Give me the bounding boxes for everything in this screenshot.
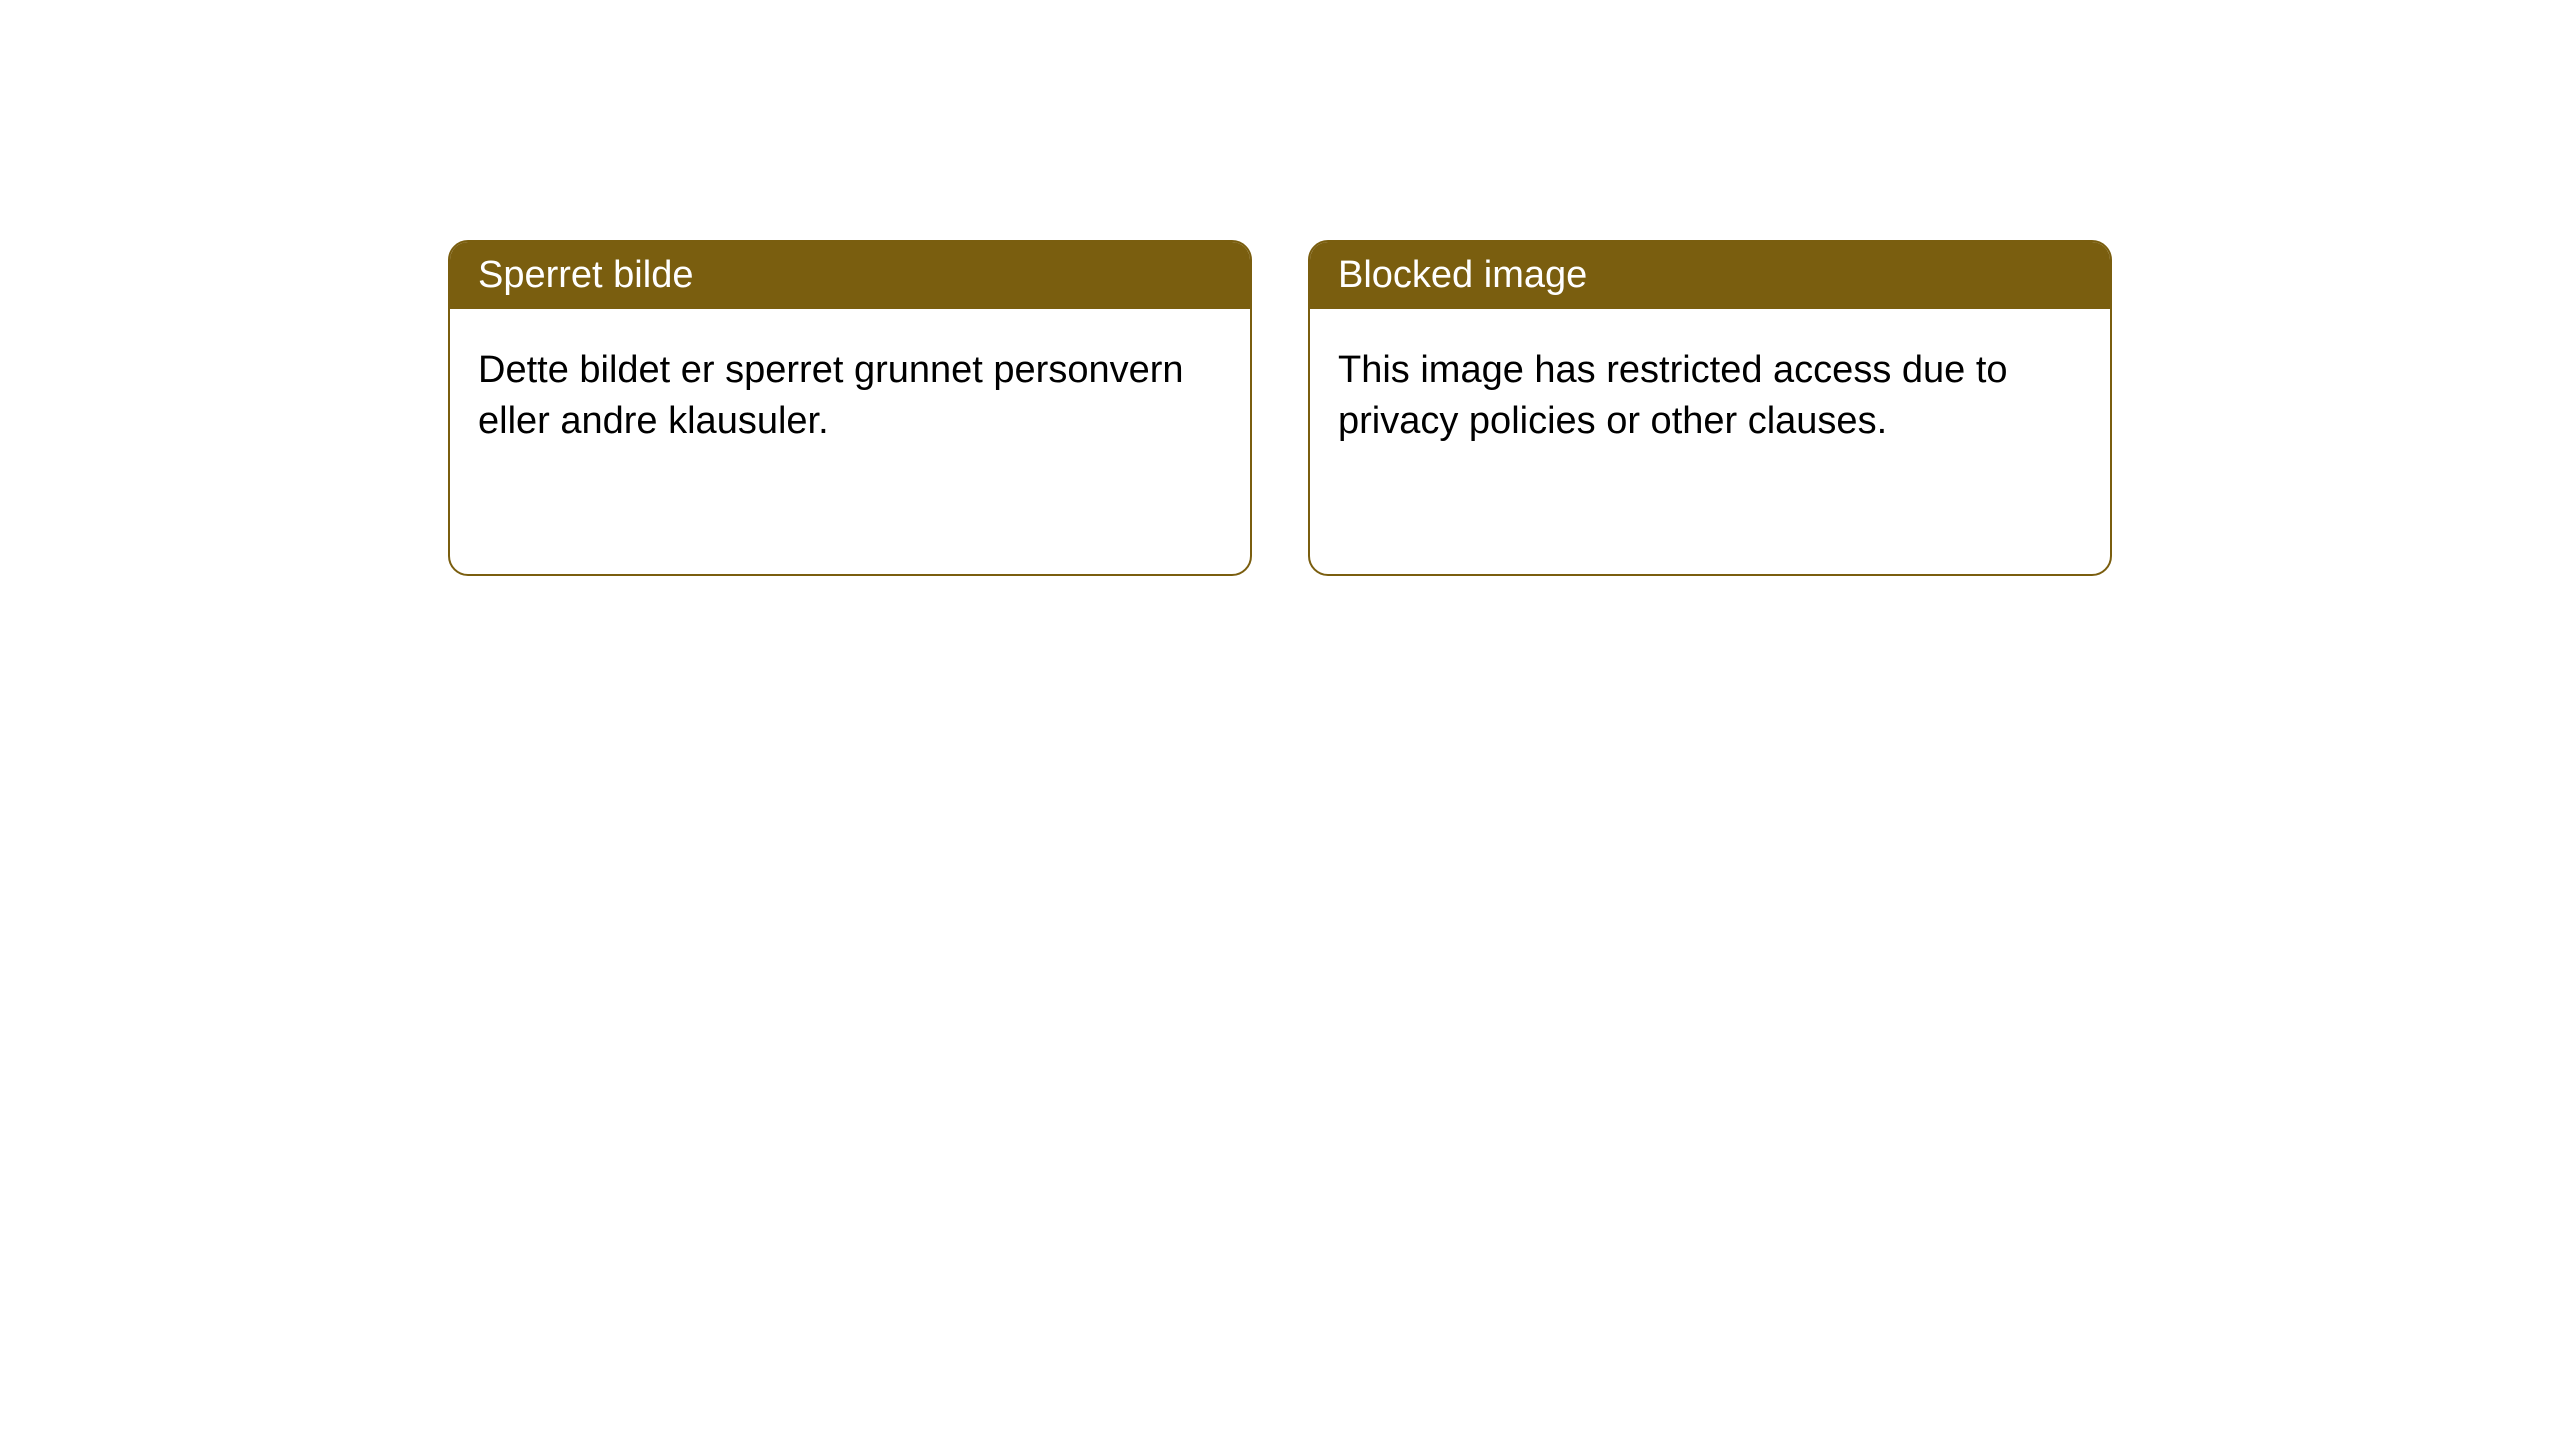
notice-card-body: Dette bildet er sperret grunnet personve… xyxy=(450,309,1250,484)
notice-card-norwegian: Sperret bilde Dette bildet er sperret gr… xyxy=(448,240,1252,576)
notice-card-english: Blocked image This image has restricted … xyxy=(1308,240,2112,576)
notice-card-title: Blocked image xyxy=(1310,242,2110,309)
notice-cards-container: Sperret bilde Dette bildet er sperret gr… xyxy=(0,0,2560,576)
notice-card-title: Sperret bilde xyxy=(450,242,1250,309)
notice-card-body: This image has restricted access due to … xyxy=(1310,309,2110,484)
